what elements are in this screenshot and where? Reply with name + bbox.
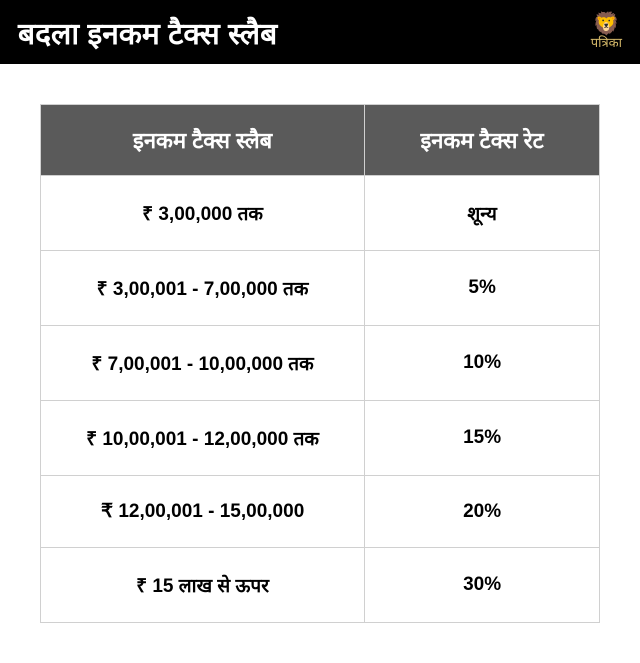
tax-slab-table: इनकम टैक्स स्लैब इनकम टैक्स रेट ₹ 3,00,0… <box>40 104 600 623</box>
cell-slab: ₹ 15 लाख से ऊपर <box>41 548 365 623</box>
cell-slab: ₹ 10,00,001 - 12,00,000 तक <box>41 401 365 476</box>
table-row: ₹ 12,00,001 - 15,00,000 20% <box>41 476 600 548</box>
column-header-rate: इनकम टैक्स रेट <box>365 105 600 176</box>
cell-rate: 15% <box>365 401 600 476</box>
cell-slab: ₹ 3,00,001 - 7,00,000 तक <box>41 251 365 326</box>
table-row: ₹ 7,00,001 - 10,00,000 तक 10% <box>41 326 600 401</box>
cell-slab: ₹ 12,00,001 - 15,00,000 <box>41 476 365 548</box>
cell-slab: ₹ 3,00,000 तक <box>41 176 365 251</box>
content-area: इनकम टैक्स स्लैब इनकम टैक्स रेट ₹ 3,00,0… <box>0 64 640 663</box>
cell-rate: 30% <box>365 548 600 623</box>
cell-rate: 5% <box>365 251 600 326</box>
header-bar: बदला इनकम टैक्स स्लैब 🦁 पत्रिका <box>0 0 640 64</box>
table-header-row: इनकम टैक्स स्लैब इनकम टैक्स रेट <box>41 105 600 176</box>
cell-slab: ₹ 7,00,001 - 10,00,000 तक <box>41 326 365 401</box>
table-row: ₹ 15 लाख से ऊपर 30% <box>41 548 600 623</box>
column-header-slab: इनकम टैक्स स्लैब <box>41 105 365 176</box>
lion-icon: 🦁 <box>593 13 620 35</box>
table-row: ₹ 3,00,000 तक शून्य <box>41 176 600 251</box>
cell-rate: 20% <box>365 476 600 548</box>
page-title: बदला इनकम टैक्स स्लैब <box>18 12 277 53</box>
cell-rate: शून्य <box>365 176 600 251</box>
brand-name: पत्रिका <box>591 33 622 51</box>
table-row: ₹ 3,00,001 - 7,00,000 तक 5% <box>41 251 600 326</box>
cell-rate: 10% <box>365 326 600 401</box>
brand-logo: 🦁 पत्रिका <box>591 13 622 51</box>
table-row: ₹ 10,00,001 - 12,00,000 तक 15% <box>41 401 600 476</box>
